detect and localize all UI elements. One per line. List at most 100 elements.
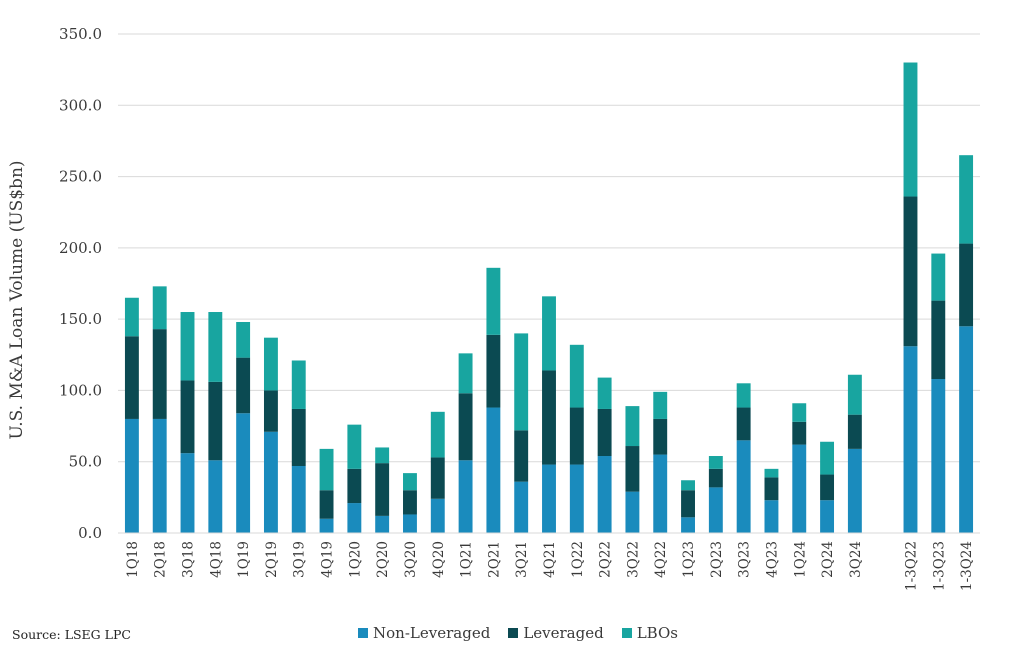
legend-item: LBOs bbox=[621, 624, 678, 642]
source-note: Source: LSEG LPC bbox=[12, 627, 131, 642]
bar-segment-non-leveraged-1Q18 bbox=[124, 418, 139, 533]
x-tick-label: 3Q20 bbox=[403, 541, 419, 578]
x-tick-label: 2Q18 bbox=[153, 541, 169, 578]
bar-segment-non-leveraged-4Q20 bbox=[430, 498, 445, 533]
bar-segment-lbos-1Q24 bbox=[792, 403, 807, 422]
legend: Non-Leveraged Leveraged LBOs bbox=[0, 624, 1024, 642]
bar-segment-leveraged-2Q18 bbox=[152, 329, 167, 419]
bar-segment-leveraged-4Q21 bbox=[542, 370, 556, 465]
bar-segment-leveraged-2Q23 bbox=[708, 468, 723, 488]
bar-segment-non-leveraged-1Q22 bbox=[569, 464, 584, 533]
bar-segment-non-leveraged-1Q23 bbox=[681, 517, 695, 533]
bar-segment-non-leveraged-4Q19 bbox=[319, 518, 334, 533]
bar-segment-leveraged-3Q23 bbox=[736, 407, 751, 441]
y-tick-label: 150.0 bbox=[59, 310, 102, 328]
bar-segment-lbos-4Q22 bbox=[653, 391, 668, 419]
bar-segment-non-leveraged-2Q23 bbox=[708, 487, 723, 533]
bar-segment-lbos-2Q24 bbox=[820, 441, 835, 475]
bar-segment-non-leveraged-3Q19 bbox=[291, 465, 306, 533]
x-tick-label: 2Q23 bbox=[709, 541, 725, 578]
bar-segment-lbos-3Q21 bbox=[514, 333, 529, 431]
bar-segment-non-leveraged-4Q18 bbox=[208, 460, 223, 533]
bar-segment-lbos-2Q21 bbox=[486, 267, 501, 335]
bar-segment-non-leveraged-2Q24 bbox=[820, 500, 835, 533]
bar-segment-leveraged-3Q24 bbox=[847, 414, 862, 449]
bar-segment-leveraged-3Q20 bbox=[403, 490, 417, 515]
bar-segment-leveraged-1Q24 bbox=[792, 421, 807, 445]
bar-segment-leveraged-1Q20 bbox=[347, 468, 362, 504]
x-tick-label: 4Q23 bbox=[764, 541, 780, 578]
y-tick-label: 300.0 bbox=[59, 96, 102, 114]
y-tick-label: 350.0 bbox=[59, 25, 102, 43]
bar-segment-lbos-1-3Q24 bbox=[959, 155, 974, 244]
bar-segment-lbos-3Q23 bbox=[736, 383, 751, 408]
bar-segment-lbos-3Q19 bbox=[291, 360, 306, 409]
legend-label: Leveraged bbox=[523, 624, 604, 642]
bar-segment-lbos-1Q21 bbox=[458, 353, 473, 394]
bar-segment-lbos-4Q18 bbox=[208, 312, 223, 382]
x-tick-label: 1Q20 bbox=[347, 541, 363, 578]
bar-segment-leveraged-1-3Q22 bbox=[903, 196, 918, 347]
bar-segment-leveraged-1Q23 bbox=[681, 490, 695, 518]
bar-segment-lbos-4Q19 bbox=[319, 448, 334, 491]
bar-segment-non-leveraged-3Q21 bbox=[514, 481, 529, 533]
x-tick-label: 3Q22 bbox=[625, 541, 641, 578]
x-tick-label: 3Q18 bbox=[181, 541, 197, 578]
bar-segment-leveraged-1-3Q24 bbox=[959, 243, 974, 327]
x-tick-label: 1Q24 bbox=[792, 541, 808, 578]
bar-segment-leveraged-2Q22 bbox=[597, 408, 612, 457]
bar-segment-leveraged-3Q22 bbox=[625, 446, 640, 492]
bar-segment-leveraged-4Q23 bbox=[764, 477, 779, 501]
bar-segment-non-leveraged-2Q19 bbox=[263, 431, 278, 533]
bar-segment-leveraged-1Q18 bbox=[124, 336, 139, 419]
bar-segment-leveraged-1Q21 bbox=[458, 393, 473, 461]
x-tick-label: 3Q23 bbox=[737, 541, 753, 578]
bar-segment-leveraged-2Q24 bbox=[820, 474, 835, 501]
bar-segment-non-leveraged-3Q22 bbox=[625, 491, 640, 533]
bar-segment-non-leveraged-3Q18 bbox=[180, 453, 195, 533]
bar-segment-non-leveraged-4Q23 bbox=[764, 500, 779, 533]
bar-segment-leveraged-1-3Q23 bbox=[931, 300, 946, 380]
x-tick-label: 4Q20 bbox=[431, 541, 447, 578]
bar-segment-lbos-4Q21 bbox=[542, 296, 556, 371]
bar-segment-lbos-1Q18 bbox=[124, 297, 139, 337]
y-tick-label: 100.0 bbox=[59, 381, 102, 399]
x-tick-label: 2Q19 bbox=[264, 541, 280, 578]
bars bbox=[124, 62, 974, 533]
bar-segment-non-leveraged-1-3Q23 bbox=[931, 379, 946, 533]
bar-segment-leveraged-2Q20 bbox=[375, 463, 390, 516]
x-axis-ticks: 1Q18 2Q18 3Q18 4Q18 1Q19 2Q19 3Q19 4Q19 1Q20 2Q20… bbox=[125, 541, 975, 591]
bar-segment-leveraged-4Q20 bbox=[430, 457, 445, 499]
x-tick-label: 2Q22 bbox=[598, 541, 614, 578]
y-tick-label: 250.0 bbox=[59, 168, 102, 186]
y-tick-label: 200.0 bbox=[59, 239, 102, 257]
bar-segment-lbos-2Q20 bbox=[375, 447, 390, 464]
bar-segment-non-leveraged-1-3Q22 bbox=[903, 346, 918, 533]
bar-segment-non-leveraged-2Q18 bbox=[152, 418, 167, 533]
x-tick-label: 1-3Q23 bbox=[931, 541, 947, 591]
bar-segment-lbos-2Q22 bbox=[597, 377, 612, 409]
legend-swatch bbox=[508, 628, 519, 638]
bar-segment-lbos-1-3Q22 bbox=[903, 62, 918, 197]
bar-segment-lbos-3Q24 bbox=[847, 374, 862, 415]
bar-segment-non-leveraged-2Q20 bbox=[375, 515, 390, 533]
bar-segment-leveraged-1Q22 bbox=[569, 407, 584, 465]
x-tick-label: 1Q23 bbox=[681, 541, 697, 578]
bar-segment-non-leveraged-1Q19 bbox=[236, 413, 251, 533]
bar-segment-leveraged-4Q22 bbox=[653, 418, 668, 455]
bar-segment-lbos-3Q22 bbox=[625, 406, 640, 447]
bar-segment-leveraged-4Q18 bbox=[208, 381, 223, 461]
x-tick-label: 2Q24 bbox=[820, 541, 836, 578]
x-tick-label: 4Q22 bbox=[653, 541, 669, 578]
bar-segment-leveraged-4Q19 bbox=[319, 490, 334, 519]
x-tick-label: 1Q22 bbox=[570, 541, 586, 578]
x-tick-label: 4Q18 bbox=[208, 541, 224, 578]
legend-label: Non-Leveraged bbox=[373, 624, 491, 642]
bar-segment-lbos-4Q23 bbox=[764, 468, 779, 478]
legend-item: Leveraged bbox=[508, 624, 604, 642]
x-tick-label: 2Q20 bbox=[375, 541, 391, 578]
legend-swatch bbox=[358, 628, 369, 638]
bar-segment-lbos-1Q23 bbox=[681, 480, 695, 491]
bar-segment-non-leveraged-1Q24 bbox=[792, 444, 807, 533]
